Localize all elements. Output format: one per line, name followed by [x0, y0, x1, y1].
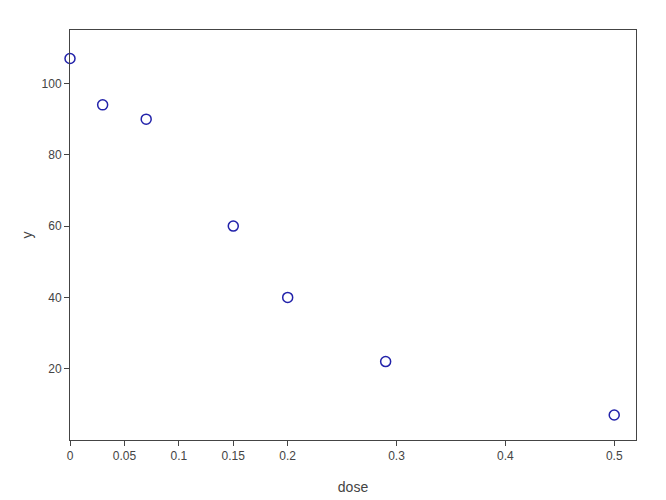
svg-text:0.5: 0.5 [606, 449, 623, 463]
svg-text:100: 100 [42, 77, 62, 91]
svg-text:0.4: 0.4 [497, 449, 514, 463]
svg-text:0.05: 0.05 [113, 449, 137, 463]
svg-text:20: 20 [48, 362, 62, 376]
svg-text:0.1: 0.1 [171, 449, 188, 463]
svg-text:y: y [19, 232, 35, 239]
svg-text:dose: dose [338, 479, 369, 495]
svg-text:40: 40 [48, 291, 62, 305]
svg-text:60: 60 [48, 219, 62, 233]
svg-text:80: 80 [48, 148, 62, 162]
svg-text:0.2: 0.2 [279, 449, 296, 463]
svg-text:0.15: 0.15 [222, 449, 246, 463]
svg-text:0: 0 [67, 449, 74, 463]
svg-text:0.3: 0.3 [388, 449, 405, 463]
